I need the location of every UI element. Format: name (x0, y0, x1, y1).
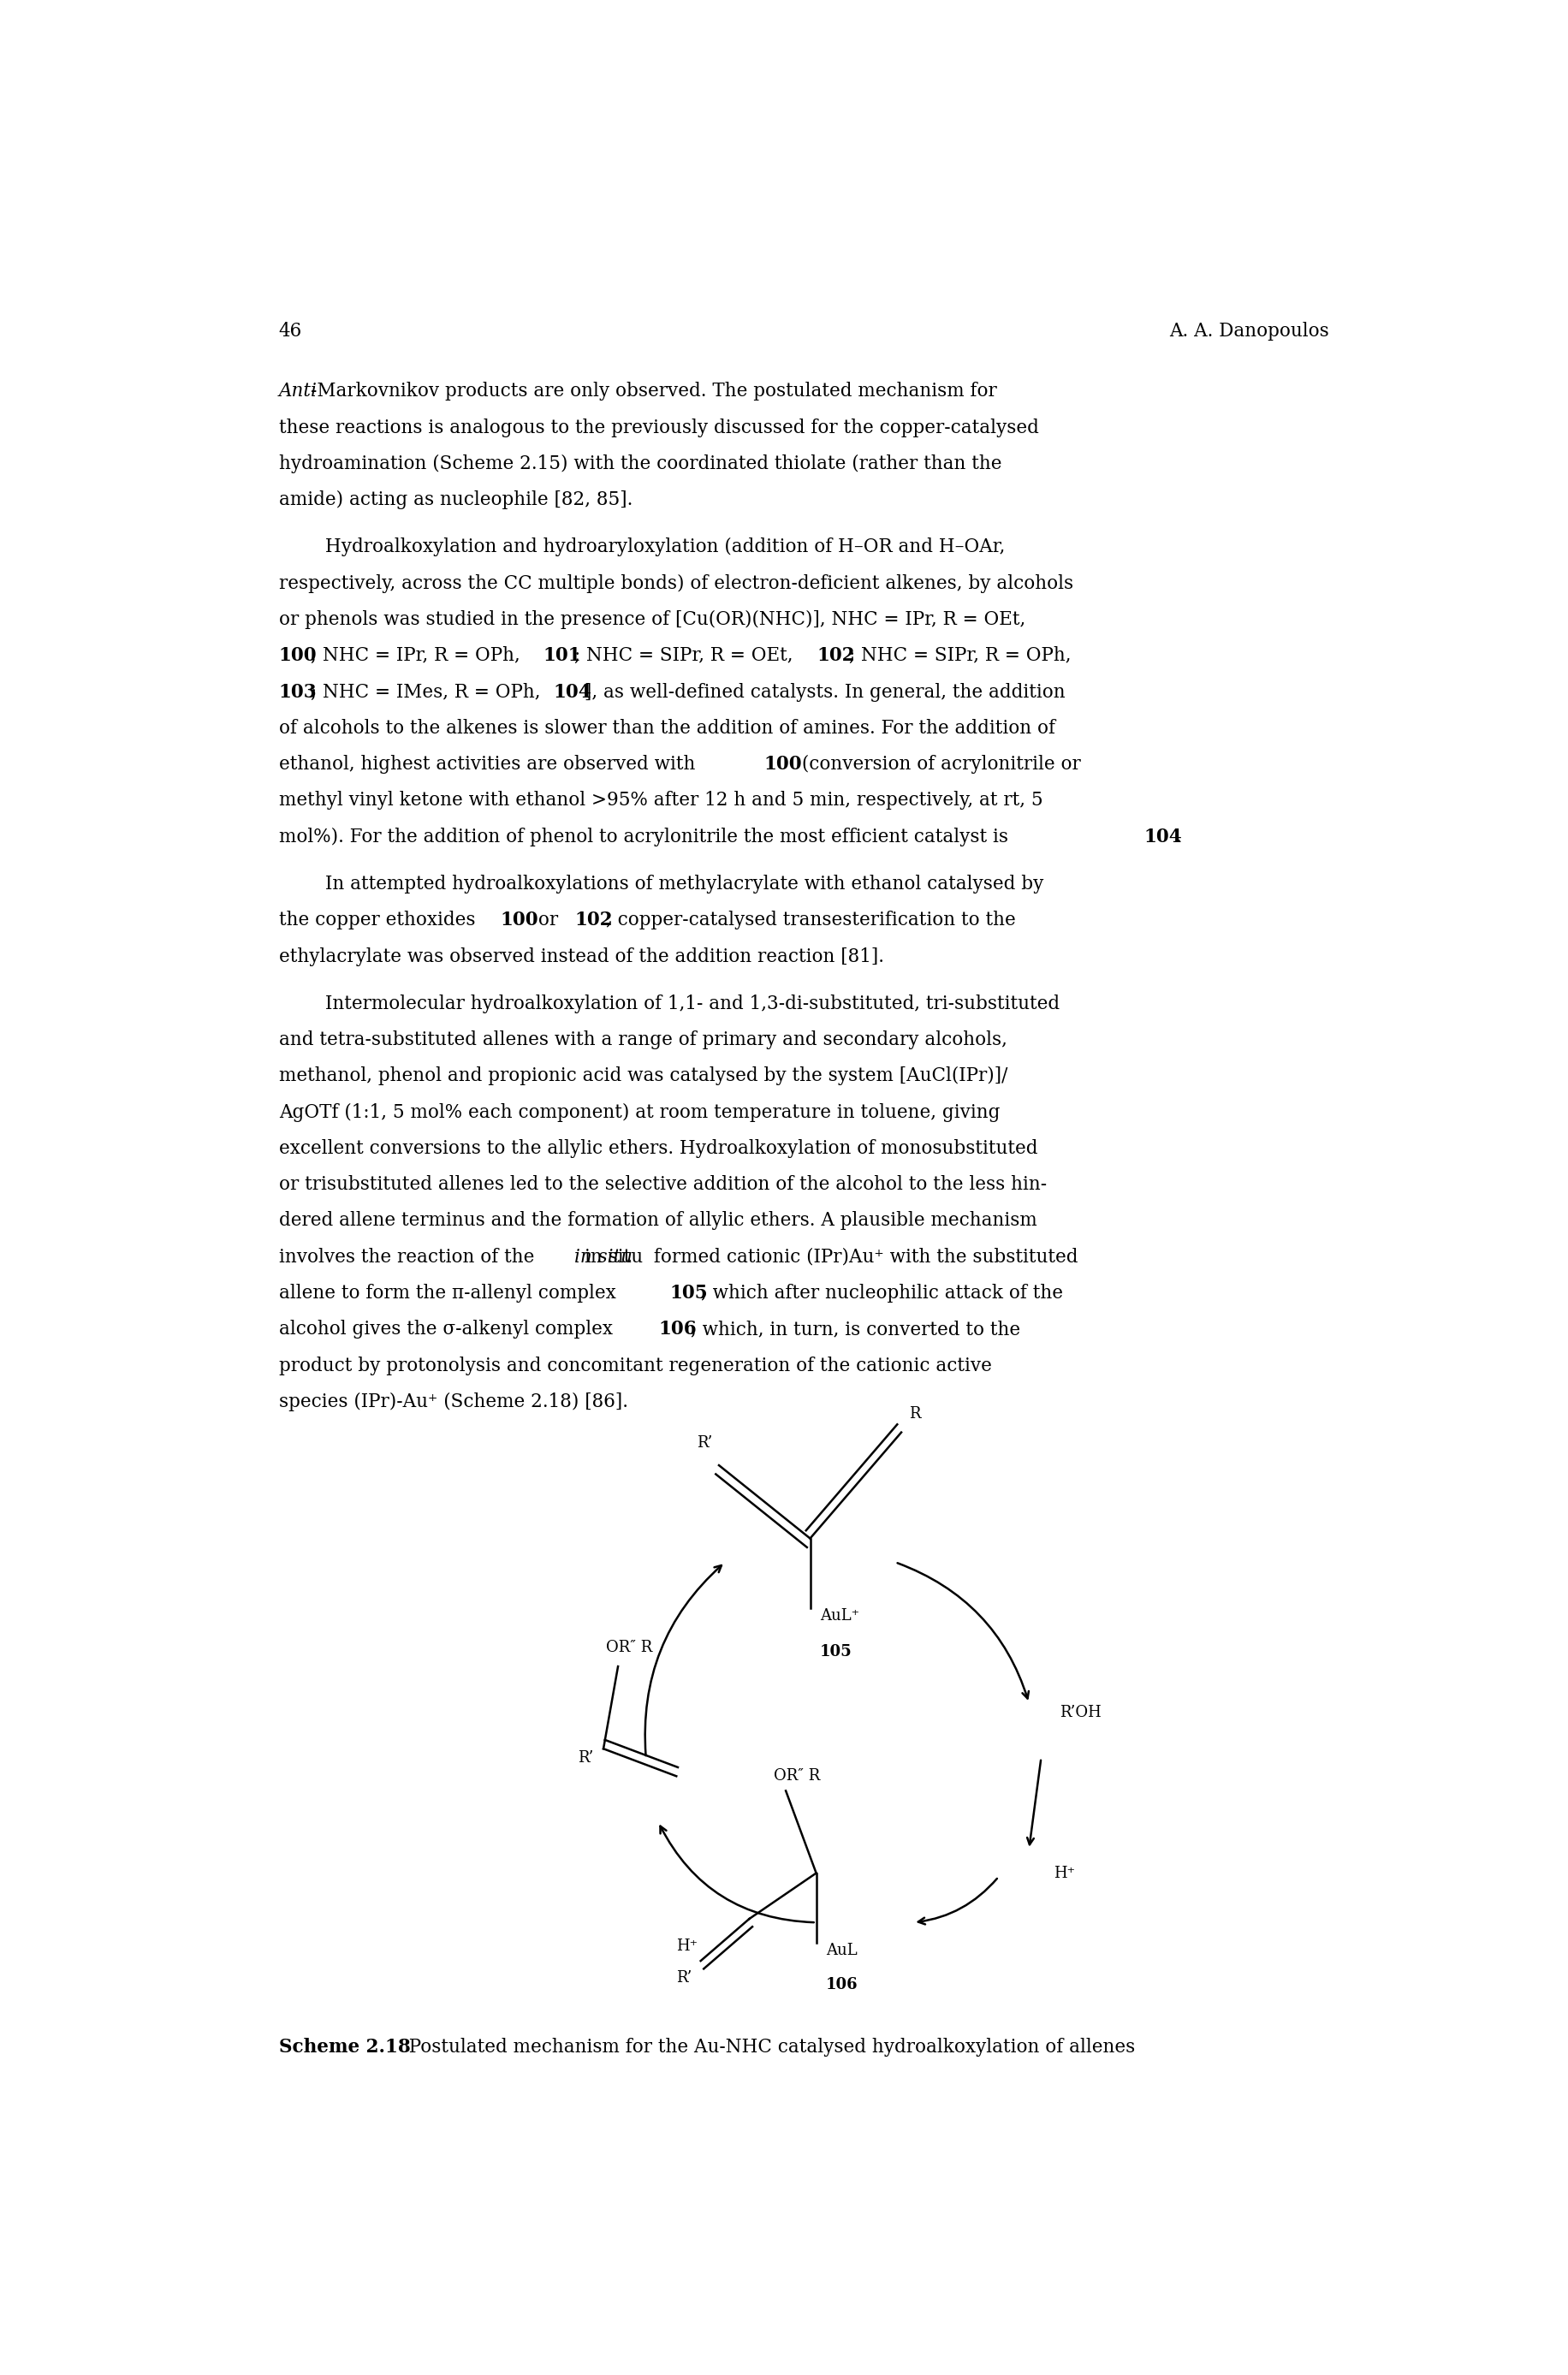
Text: ; NHC = IPr, R = OPh,: ; NHC = IPr, R = OPh, (310, 646, 525, 665)
Text: amide) acting as nucleophile [82, 85].: amide) acting as nucleophile [82, 85]. (279, 492, 632, 511)
Text: 105: 105 (670, 1285, 707, 1304)
Text: 100: 100 (279, 646, 317, 665)
Text: 100: 100 (500, 910, 538, 929)
Text: in situ: in situ (574, 1247, 632, 1266)
Text: product by protonolysis and concomitant regeneration of the cationic active: product by protonolysis and concomitant … (279, 1356, 991, 1375)
Text: 100: 100 (764, 755, 801, 774)
Text: ], as well-defined catalysts. In general, the addition: ], as well-defined catalysts. In general… (585, 682, 1065, 701)
Text: Intermolecular hydroalkoxylation of 1,1- and 1,3-di-substituted, tri-substituted: Intermolecular hydroalkoxylation of 1,1-… (325, 995, 1058, 1014)
Text: H⁺: H⁺ (676, 1938, 698, 1955)
Text: -Markovnikov products are only observed. The postulated mechanism for: -Markovnikov products are only observed.… (310, 382, 996, 401)
Text: or: or (532, 910, 563, 929)
Text: , copper-catalysed transesterification to the: , copper-catalysed transesterification t… (605, 910, 1014, 929)
Text: allene to form the π-allenyl complex: allene to form the π-allenyl complex (279, 1285, 621, 1304)
Text: 106: 106 (659, 1321, 696, 1340)
Text: 101: 101 (543, 646, 580, 665)
Text: 105: 105 (820, 1644, 851, 1660)
Text: hydroamination (Scheme 2.15) with the coordinated thiolate (rather than the: hydroamination (Scheme 2.15) with the co… (279, 454, 1000, 473)
Text: and tetra-substituted allenes with a range of primary and secondary alcohols,: and tetra-substituted allenes with a ran… (279, 1031, 1007, 1050)
Text: methanol, phenol and propionic acid was catalysed by the system [AuCl(IPr)]/: methanol, phenol and propionic acid was … (279, 1066, 1007, 1085)
Text: .: . (1174, 826, 1181, 846)
Text: involves the reaction of the: involves the reaction of the (279, 1247, 539, 1266)
Text: methyl vinyl ketone with ethanol >95% after 12 h and 5 min, respectively, at rt,: methyl vinyl ketone with ethanol >95% af… (279, 791, 1043, 810)
Text: R’: R’ (696, 1434, 712, 1451)
Text: Anti: Anti (279, 382, 317, 401)
Text: (conversion of acrylonitrile or: (conversion of acrylonitrile or (795, 755, 1080, 774)
Text: AuL⁺: AuL⁺ (820, 1608, 859, 1625)
Text: 104: 104 (554, 682, 591, 701)
Text: R’: R’ (676, 1969, 691, 1986)
Text: R’: R’ (577, 1750, 593, 1765)
Text: alcohol gives the σ-alkenyl complex: alcohol gives the σ-alkenyl complex (279, 1321, 618, 1340)
Text: ethanol, highest activities are observed with: ethanol, highest activities are observed… (279, 755, 701, 774)
Text: ; NHC = IMes, R = OPh,: ; NHC = IMes, R = OPh, (310, 682, 546, 701)
Text: ; NHC = SIPr, R = OPh,: ; NHC = SIPr, R = OPh, (848, 646, 1071, 665)
Text: these reactions is analogous to the previously discussed for the copper-catalyse: these reactions is analogous to the prev… (279, 418, 1038, 437)
Text: A. A. Danopoulos: A. A. Danopoulos (1168, 321, 1328, 340)
Text: Hydroalkoxylation and hydroaryloxylation (addition of H–OR and H–OAr,: Hydroalkoxylation and hydroaryloxylation… (325, 537, 1005, 556)
Text: R: R (908, 1406, 920, 1420)
Text: or trisubstituted allenes led to the selective addition of the alcohol to the le: or trisubstituted allenes led to the sel… (279, 1176, 1046, 1195)
Text: 102: 102 (574, 910, 612, 929)
Text: species (IPr)-Au⁺ (Scheme 2.18) [86].: species (IPr)-Au⁺ (Scheme 2.18) [86]. (279, 1392, 627, 1411)
Text: AuL: AuL (825, 1943, 856, 1957)
Text: , which after nucleophilic attack of the: , which after nucleophilic attack of the (701, 1285, 1063, 1304)
Text: Postulated mechanism for the Au-NHC catalysed hydroalkoxylation of allenes: Postulated mechanism for the Au-NHC cata… (397, 2038, 1134, 2057)
Text: In attempted hydroalkoxylations of methylacrylate with ethanol catalysed by: In attempted hydroalkoxylations of methy… (325, 874, 1043, 893)
Text: 46: 46 (279, 321, 303, 340)
Text: excellent conversions to the allylic ethers. Hydroalkoxylation of monosubstitute: excellent conversions to the allylic eth… (279, 1140, 1036, 1159)
Text: ethylacrylate was observed instead of the addition reaction [81].: ethylacrylate was observed instead of th… (279, 948, 883, 967)
Text: of alcohols to the alkenes is slower than the addition of amines. For the additi: of alcohols to the alkenes is slower tha… (279, 720, 1055, 739)
Text: dered allene terminus and the formation of allylic ethers. A plausible mechanism: dered allene terminus and the formation … (279, 1211, 1036, 1230)
Text: respectively, across the CC multiple bonds) of electron-deficient alkenes, by al: respectively, across the CC multiple bon… (279, 575, 1073, 594)
Text: OR″ R: OR″ R (605, 1641, 652, 1655)
Text: R’OH: R’OH (1058, 1705, 1101, 1720)
Text: 102: 102 (817, 646, 855, 665)
Text: Scheme 2.18: Scheme 2.18 (279, 2038, 411, 2057)
Text: in situ: in situ (585, 1247, 643, 1266)
Text: or phenols was studied in the presence of [Cu(OR)(NHC)], NHC = IPr, R = OEt,: or phenols was studied in the presence o… (279, 610, 1025, 629)
Text: the copper ethoxides: the copper ethoxides (279, 910, 481, 929)
Text: OR″ R: OR″ R (773, 1767, 820, 1784)
Text: H⁺: H⁺ (1052, 1864, 1074, 1881)
Text: , which, in turn, is converted to the: , which, in turn, is converted to the (690, 1321, 1019, 1340)
Text: formed cationic (IPr)Au⁺ with the substituted: formed cationic (IPr)Au⁺ with the substi… (648, 1247, 1077, 1266)
Text: 103: 103 (279, 682, 317, 701)
Text: 106: 106 (825, 1978, 858, 1993)
Text: 104: 104 (1143, 826, 1182, 846)
Text: AgOTf (1:1, 5 mol% each component) at room temperature in toluene, giving: AgOTf (1:1, 5 mol% each component) at ro… (279, 1102, 999, 1121)
Text: mol%). For the addition of phenol to acrylonitrile the most efficient catalyst i: mol%). For the addition of phenol to acr… (279, 826, 1013, 846)
Text: ; NHC = SIPr, R = OEt,: ; NHC = SIPr, R = OEt, (574, 646, 798, 665)
